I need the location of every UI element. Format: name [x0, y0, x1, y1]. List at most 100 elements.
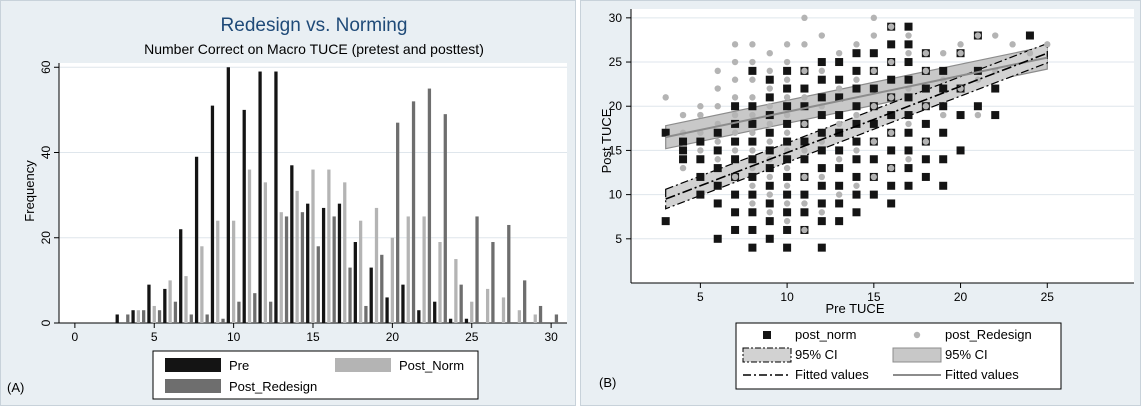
data-point-post-redesign: [940, 49, 947, 57]
data-point-post-redesign: [922, 103, 930, 110]
data-point-post-redesign: [974, 111, 982, 119]
data-point-post-redesign: [766, 191, 773, 198]
data-point-post-norm: [679, 155, 688, 164]
bar: [470, 301, 474, 323]
bar: [205, 314, 209, 323]
x-tick-label: 10: [780, 290, 794, 304]
y-tick-label: 5: [615, 232, 622, 246]
bar: [454, 259, 458, 323]
bar: [380, 254, 384, 323]
data-point-post-redesign: [887, 94, 895, 101]
x-tick-label: 15: [867, 290, 881, 304]
data-point-post-redesign: [749, 111, 756, 119]
data-point-post-redesign: [853, 41, 860, 48]
data-point-post-norm: [748, 208, 757, 217]
data-point-post-norm: [748, 102, 757, 111]
data-point-post-norm: [869, 49, 878, 58]
data-point-post-redesign: [1044, 41, 1051, 48]
data-point-post-norm: [748, 243, 757, 252]
bar: [131, 310, 135, 323]
data-point-post-norm: [835, 93, 844, 102]
data-point-post-redesign: [940, 111, 947, 119]
data-point-post-norm: [852, 49, 861, 58]
data-point-post-norm: [939, 155, 948, 164]
data-point-post-redesign: [783, 76, 791, 83]
chart-title: Redesign vs. Norming: [221, 15, 408, 36]
legend-ci-swatch: [892, 347, 942, 363]
scatter-chart: Pre TUCE Post TUCE (B) 5 10 15 20 25 30 5 10 15 2…: [599, 9, 1134, 390]
data-point-post-norm: [869, 155, 878, 164]
data-point-post-norm: [800, 102, 809, 111]
data-point-post-norm: [783, 155, 792, 164]
data-point-post-norm: [713, 146, 722, 155]
bar: [168, 280, 172, 323]
data-point-post-redesign: [870, 14, 878, 22]
data-point-post-redesign: [905, 156, 912, 163]
bar: [523, 280, 527, 323]
bar: [538, 305, 543, 323]
legend-swatch: [165, 379, 221, 393]
data-point-post-norm: [765, 234, 774, 243]
data-point-post-redesign: [1026, 49, 1034, 57]
data-point-post-norm: [783, 225, 792, 234]
data-point-post-norm: [765, 199, 774, 208]
bar: [554, 314, 559, 323]
data-point-post-norm: [800, 190, 809, 199]
data-point-post-norm: [921, 172, 930, 181]
data-point-post-norm: [817, 164, 826, 173]
bar: [475, 216, 479, 323]
bar: [438, 242, 442, 323]
legend-label: Post_Redesign: [229, 379, 317, 394]
data-point-post-redesign: [818, 173, 825, 181]
data-point-post-norm: [731, 208, 740, 217]
bar: [327, 169, 331, 323]
bar: [284, 216, 289, 323]
fit-line-redesign: [665, 56, 1048, 139]
y-tick-label: 25: [609, 55, 623, 69]
data-point-post-norm: [973, 102, 982, 111]
bar: [321, 207, 326, 323]
legend-label: 95% CI: [945, 347, 988, 362]
data-point-post-norm: [817, 146, 826, 155]
data-point-post-redesign: [801, 120, 808, 128]
bar: [269, 301, 273, 323]
data-point-post-norm: [679, 146, 688, 155]
data-point-post-redesign: [905, 49, 912, 57]
bar: [422, 216, 426, 323]
x-axis-label: Pre TUCE: [826, 301, 885, 316]
data-point-post-norm: [765, 181, 774, 190]
data-point-post-redesign: [766, 67, 773, 75]
data-point-post-redesign: [922, 49, 930, 57]
bar: [279, 212, 283, 323]
legend-label: post_norm: [795, 327, 856, 342]
data-point-post-redesign: [783, 217, 791, 225]
data-point-post-redesign: [905, 32, 912, 39]
data-point-post-norm: [835, 111, 844, 120]
data-point-post-norm: [696, 172, 705, 181]
data-point-post-redesign: [766, 49, 773, 57]
data-point-post-redesign: [783, 58, 791, 66]
data-point-post-redesign: [766, 85, 773, 92]
data-point-post-norm: [713, 199, 722, 208]
bar: [147, 284, 151, 323]
data-point-post-norm: [835, 58, 844, 67]
legend-label: Pre: [229, 358, 249, 373]
data-point-post-redesign: [818, 209, 825, 216]
fit-line-norm: [665, 52, 1048, 200]
x-tick-label: 25: [1041, 290, 1055, 304]
data-point-post-norm: [939, 128, 948, 137]
x-tick-label: 15: [306, 330, 320, 344]
data-point-post-redesign: [731, 111, 739, 119]
data-point-post-redesign: [905, 120, 912, 128]
data-point-post-norm: [852, 137, 861, 146]
y-tick-label: 15: [609, 143, 623, 157]
legend-label: post_Redesign: [945, 327, 1032, 342]
data-point-post-norm: [731, 119, 740, 128]
bar: [427, 88, 432, 324]
data-point-post-norm: [713, 181, 722, 190]
data-point-post-redesign: [922, 67, 930, 75]
bar: [411, 101, 416, 323]
y-tick-label: 40: [39, 146, 53, 160]
data-point-post-redesign: [818, 32, 825, 39]
data-point-post-redesign: [1009, 41, 1016, 48]
